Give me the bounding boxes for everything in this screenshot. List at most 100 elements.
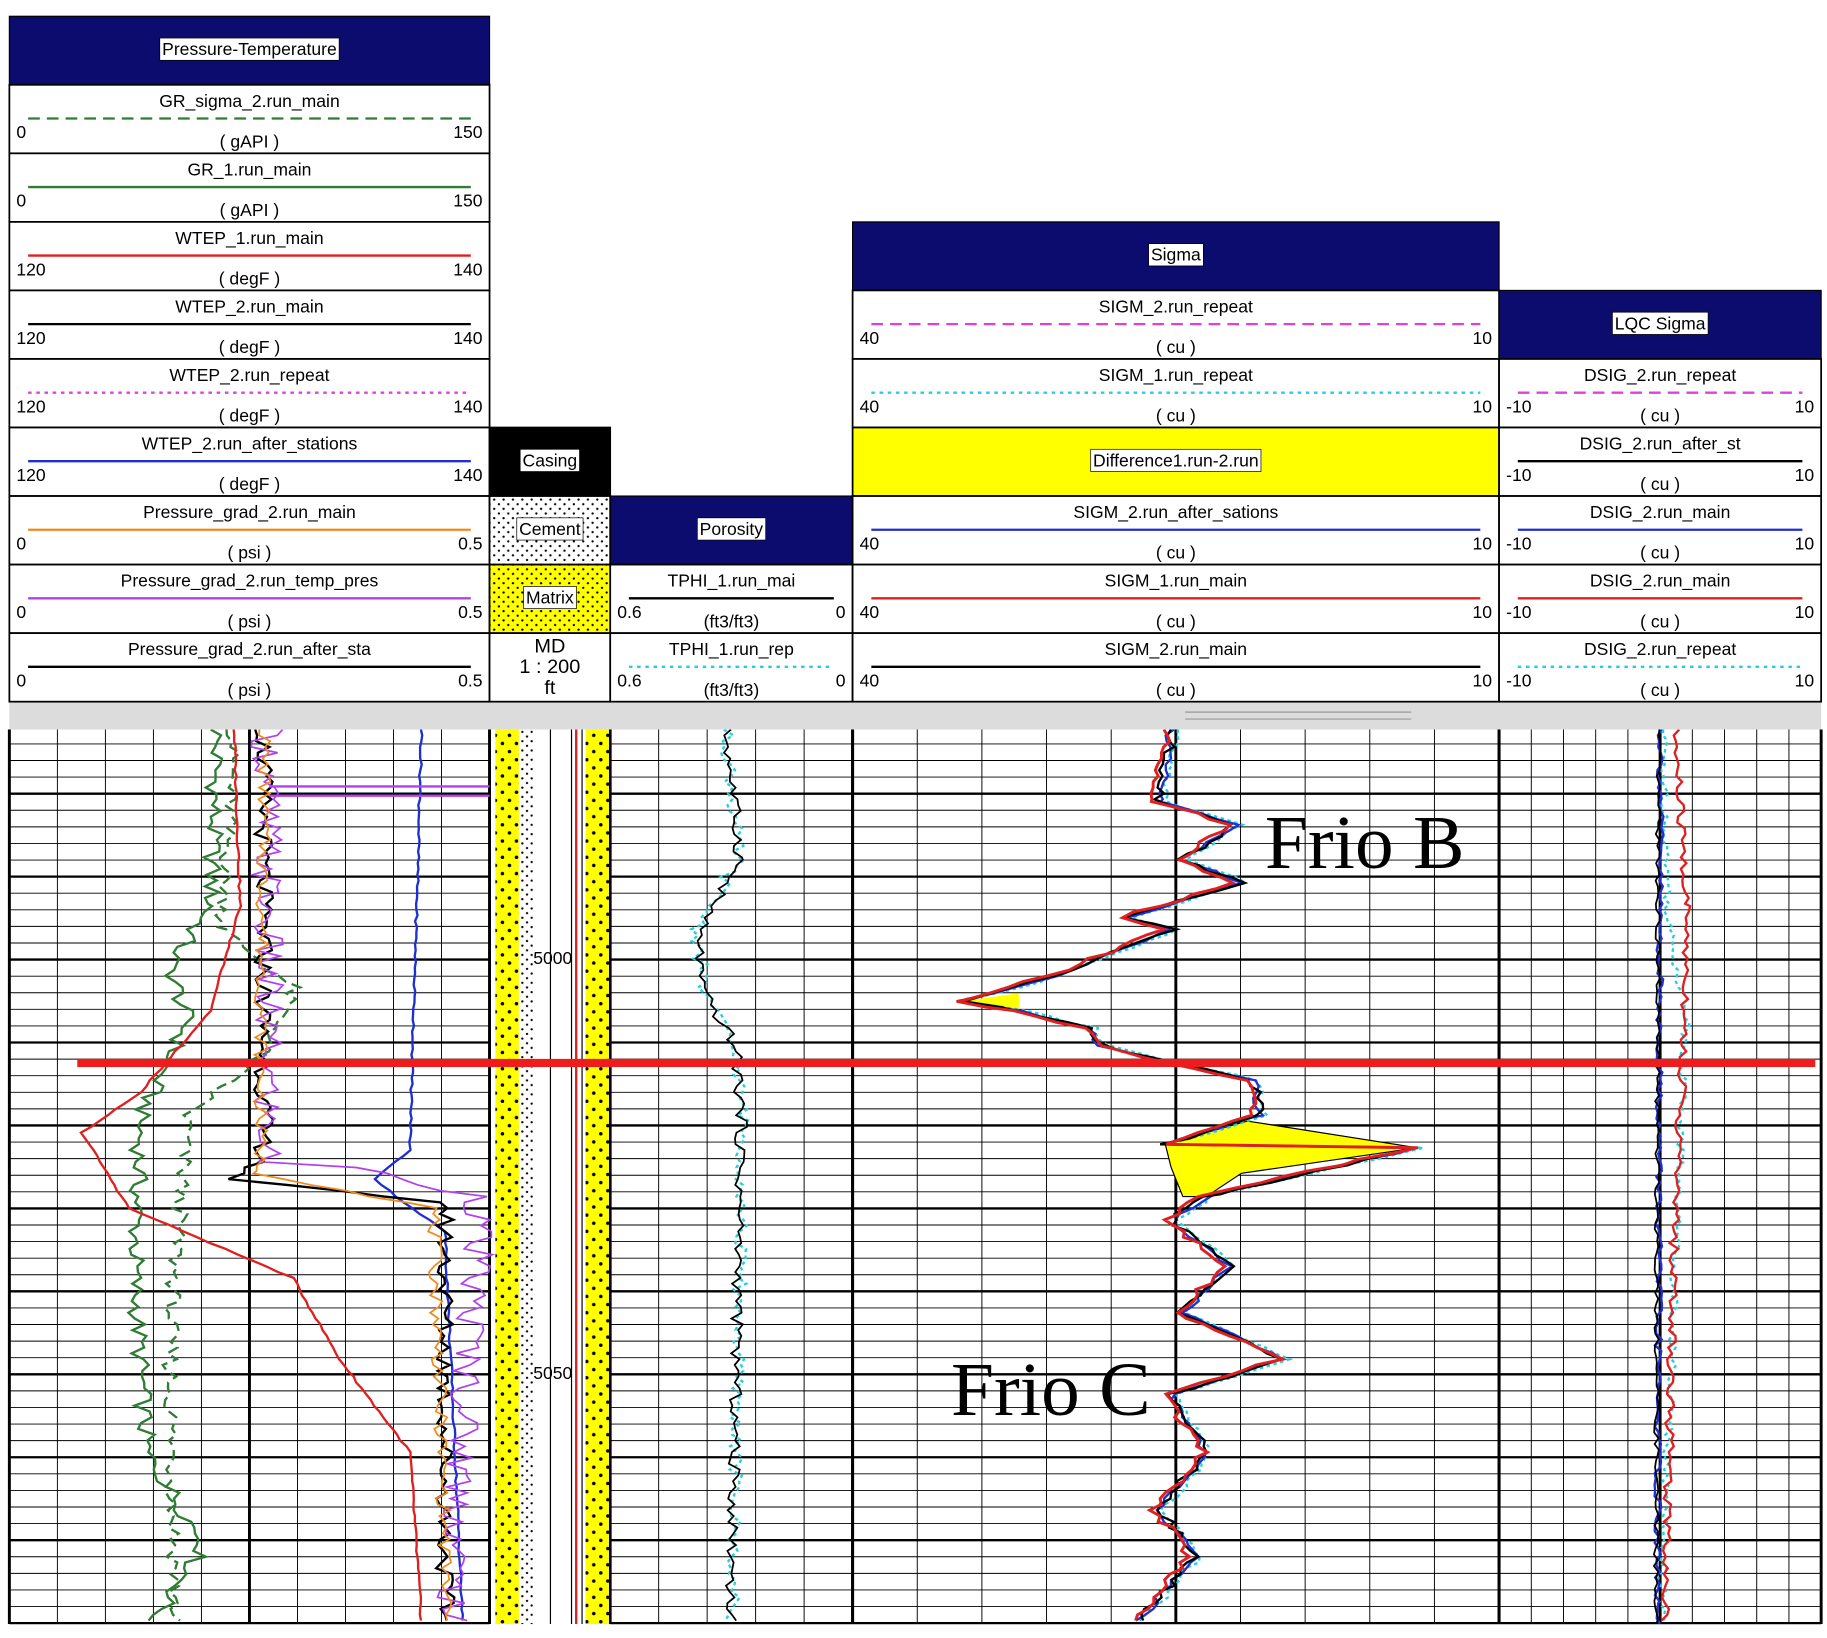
legend-label-box <box>516 517 584 541</box>
legend-label: Casing <box>523 450 578 470</box>
curve-unit: ( psi ) <box>228 611 272 631</box>
scale-right: 0 <box>836 671 846 691</box>
scale-left: 0.6 <box>617 602 641 622</box>
scale-right: 0 <box>836 602 846 622</box>
curve-name: GR_1.run_main <box>187 159 311 180</box>
curve-name: SIGM_2.run_main <box>1105 639 1247 660</box>
curve-name: DSIG_2.run_main <box>1590 571 1731 592</box>
separator <box>9 701 1822 730</box>
scale-right: 10 <box>1473 534 1493 554</box>
curve-unit: ( degF ) <box>219 337 280 357</box>
curve-unit: ( cu ) <box>1640 474 1680 494</box>
curve-name: DSIG_2.run_after_st <box>1580 434 1741 455</box>
scale-left: 0 <box>16 671 26 691</box>
curve-unit: (ft3/ft3) <box>704 611 760 631</box>
curve-unit: ( degF ) <box>219 269 280 289</box>
track-title-box <box>159 37 340 61</box>
legend-label-box <box>523 586 577 609</box>
scale-left: -10 <box>1506 396 1532 416</box>
cement-dots <box>518 729 533 1625</box>
scale-right: 10 <box>1473 602 1493 622</box>
scale-right: 150 <box>453 122 483 142</box>
scale-left: 40 <box>860 534 880 554</box>
matrix-dots <box>585 729 611 1625</box>
log-curve <box>373 729 465 1621</box>
scale-left: 40 <box>860 396 880 416</box>
log-curve <box>227 729 457 1621</box>
log-curve <box>1653 729 1665 1625</box>
scale-right: 140 <box>453 259 483 279</box>
curve-unit: ( psi ) <box>228 680 272 700</box>
legend-label: Cement <box>519 519 581 539</box>
log-curve <box>249 729 496 1622</box>
depth-scale: MD <box>534 635 565 657</box>
curve-unit: ( psi ) <box>228 543 272 563</box>
track-title: Porosity <box>700 519 764 539</box>
curve-unit: ( degF ) <box>219 406 280 426</box>
curve-unit: ( cu ) <box>1640 680 1680 700</box>
legend-label: Matrix <box>526 588 574 608</box>
scale-right: 140 <box>453 328 483 348</box>
scale-left: 120 <box>16 328 46 348</box>
log-curve <box>1656 729 1691 1621</box>
log-curve <box>126 729 225 1622</box>
curves <box>79 729 1692 1625</box>
scale-right: 0.5 <box>458 671 482 691</box>
headers: Pressure-Temperature GR_sigma_2.run_main 0… <box>8 15 1823 1383</box>
log-curve <box>956 729 1419 1622</box>
curve-name: Pressure_grad_2.run_after_sta <box>128 639 371 660</box>
curve-name: WTEP_2.run_repeat <box>169 365 329 386</box>
curve-name: Pressure_grad_2.run_main <box>143 502 356 523</box>
track-title-box <box>1148 243 1204 267</box>
scale-right: 10 <box>1473 396 1493 416</box>
log-curve <box>251 729 453 1621</box>
track-title: LQC Sigma <box>1615 313 1706 333</box>
curve-name: WTEP_1.run_main <box>175 228 323 249</box>
curve-name: DSIG_2.run_repeat <box>1584 639 1736 660</box>
scale-right: 140 <box>453 465 483 485</box>
curve-unit: ( cu ) <box>1640 406 1680 426</box>
curve-name: Pressure_grad_2.run_temp_pres <box>121 571 379 592</box>
scale-left: 40 <box>860 328 880 348</box>
curve-name: Difference1.run-2.run <box>1093 450 1259 470</box>
curve-unit: ( cu ) <box>1156 406 1196 426</box>
scale-left: 0 <box>16 122 26 142</box>
depth-scale: 1 : 200 <box>519 656 580 678</box>
curve-name: TPHI_1.run_rep <box>669 639 794 660</box>
scale-left: 0 <box>16 534 26 554</box>
scale-right: 10 <box>1795 396 1815 416</box>
curve-name: DSIG_2.run_main <box>1590 502 1731 523</box>
track-title-box <box>696 517 767 541</box>
curve-unit: ( cu ) <box>1156 680 1196 700</box>
difference-fill <box>1164 1120 1418 1198</box>
scale-right: 10 <box>1795 534 1815 554</box>
curve-unit: (ft3/ft3) <box>704 680 760 700</box>
curve-name-box <box>1090 448 1262 472</box>
log-curve <box>79 729 423 1621</box>
annotation: Frio B <box>1265 799 1465 885</box>
curve-unit: ( cu ) <box>1156 337 1196 357</box>
scale-left: 40 <box>860 602 880 622</box>
scale-left: 0 <box>16 191 26 211</box>
scale-left: -10 <box>1506 465 1532 485</box>
curve-unit: ( cu ) <box>1156 611 1196 631</box>
track-title: Sigma <box>1151 245 1201 265</box>
log-curve <box>269 785 490 797</box>
curve-name: WTEP_2.run_after_stations <box>142 434 358 455</box>
log-curve <box>688 729 752 1622</box>
curve-name: DSIG_2.run_repeat <box>1584 365 1736 386</box>
curve-name: SIGM_2.run_repeat <box>1099 297 1253 318</box>
log-curve <box>694 729 748 1622</box>
log-curve <box>161 729 304 1622</box>
scale-right: 10 <box>1473 671 1493 691</box>
curve-unit: ( cu ) <box>1640 611 1680 631</box>
scale-left: -10 <box>1506 534 1532 554</box>
curve-unit: ( gAPI ) <box>220 132 280 152</box>
legend-label-box <box>519 448 580 472</box>
curve-name: SIGM_1.run_repeat <box>1099 365 1253 386</box>
scale-right: 10 <box>1473 328 1493 348</box>
curve-name: TPHI_1.run_mai <box>667 571 795 592</box>
curve-unit: ( degF ) <box>219 474 280 494</box>
